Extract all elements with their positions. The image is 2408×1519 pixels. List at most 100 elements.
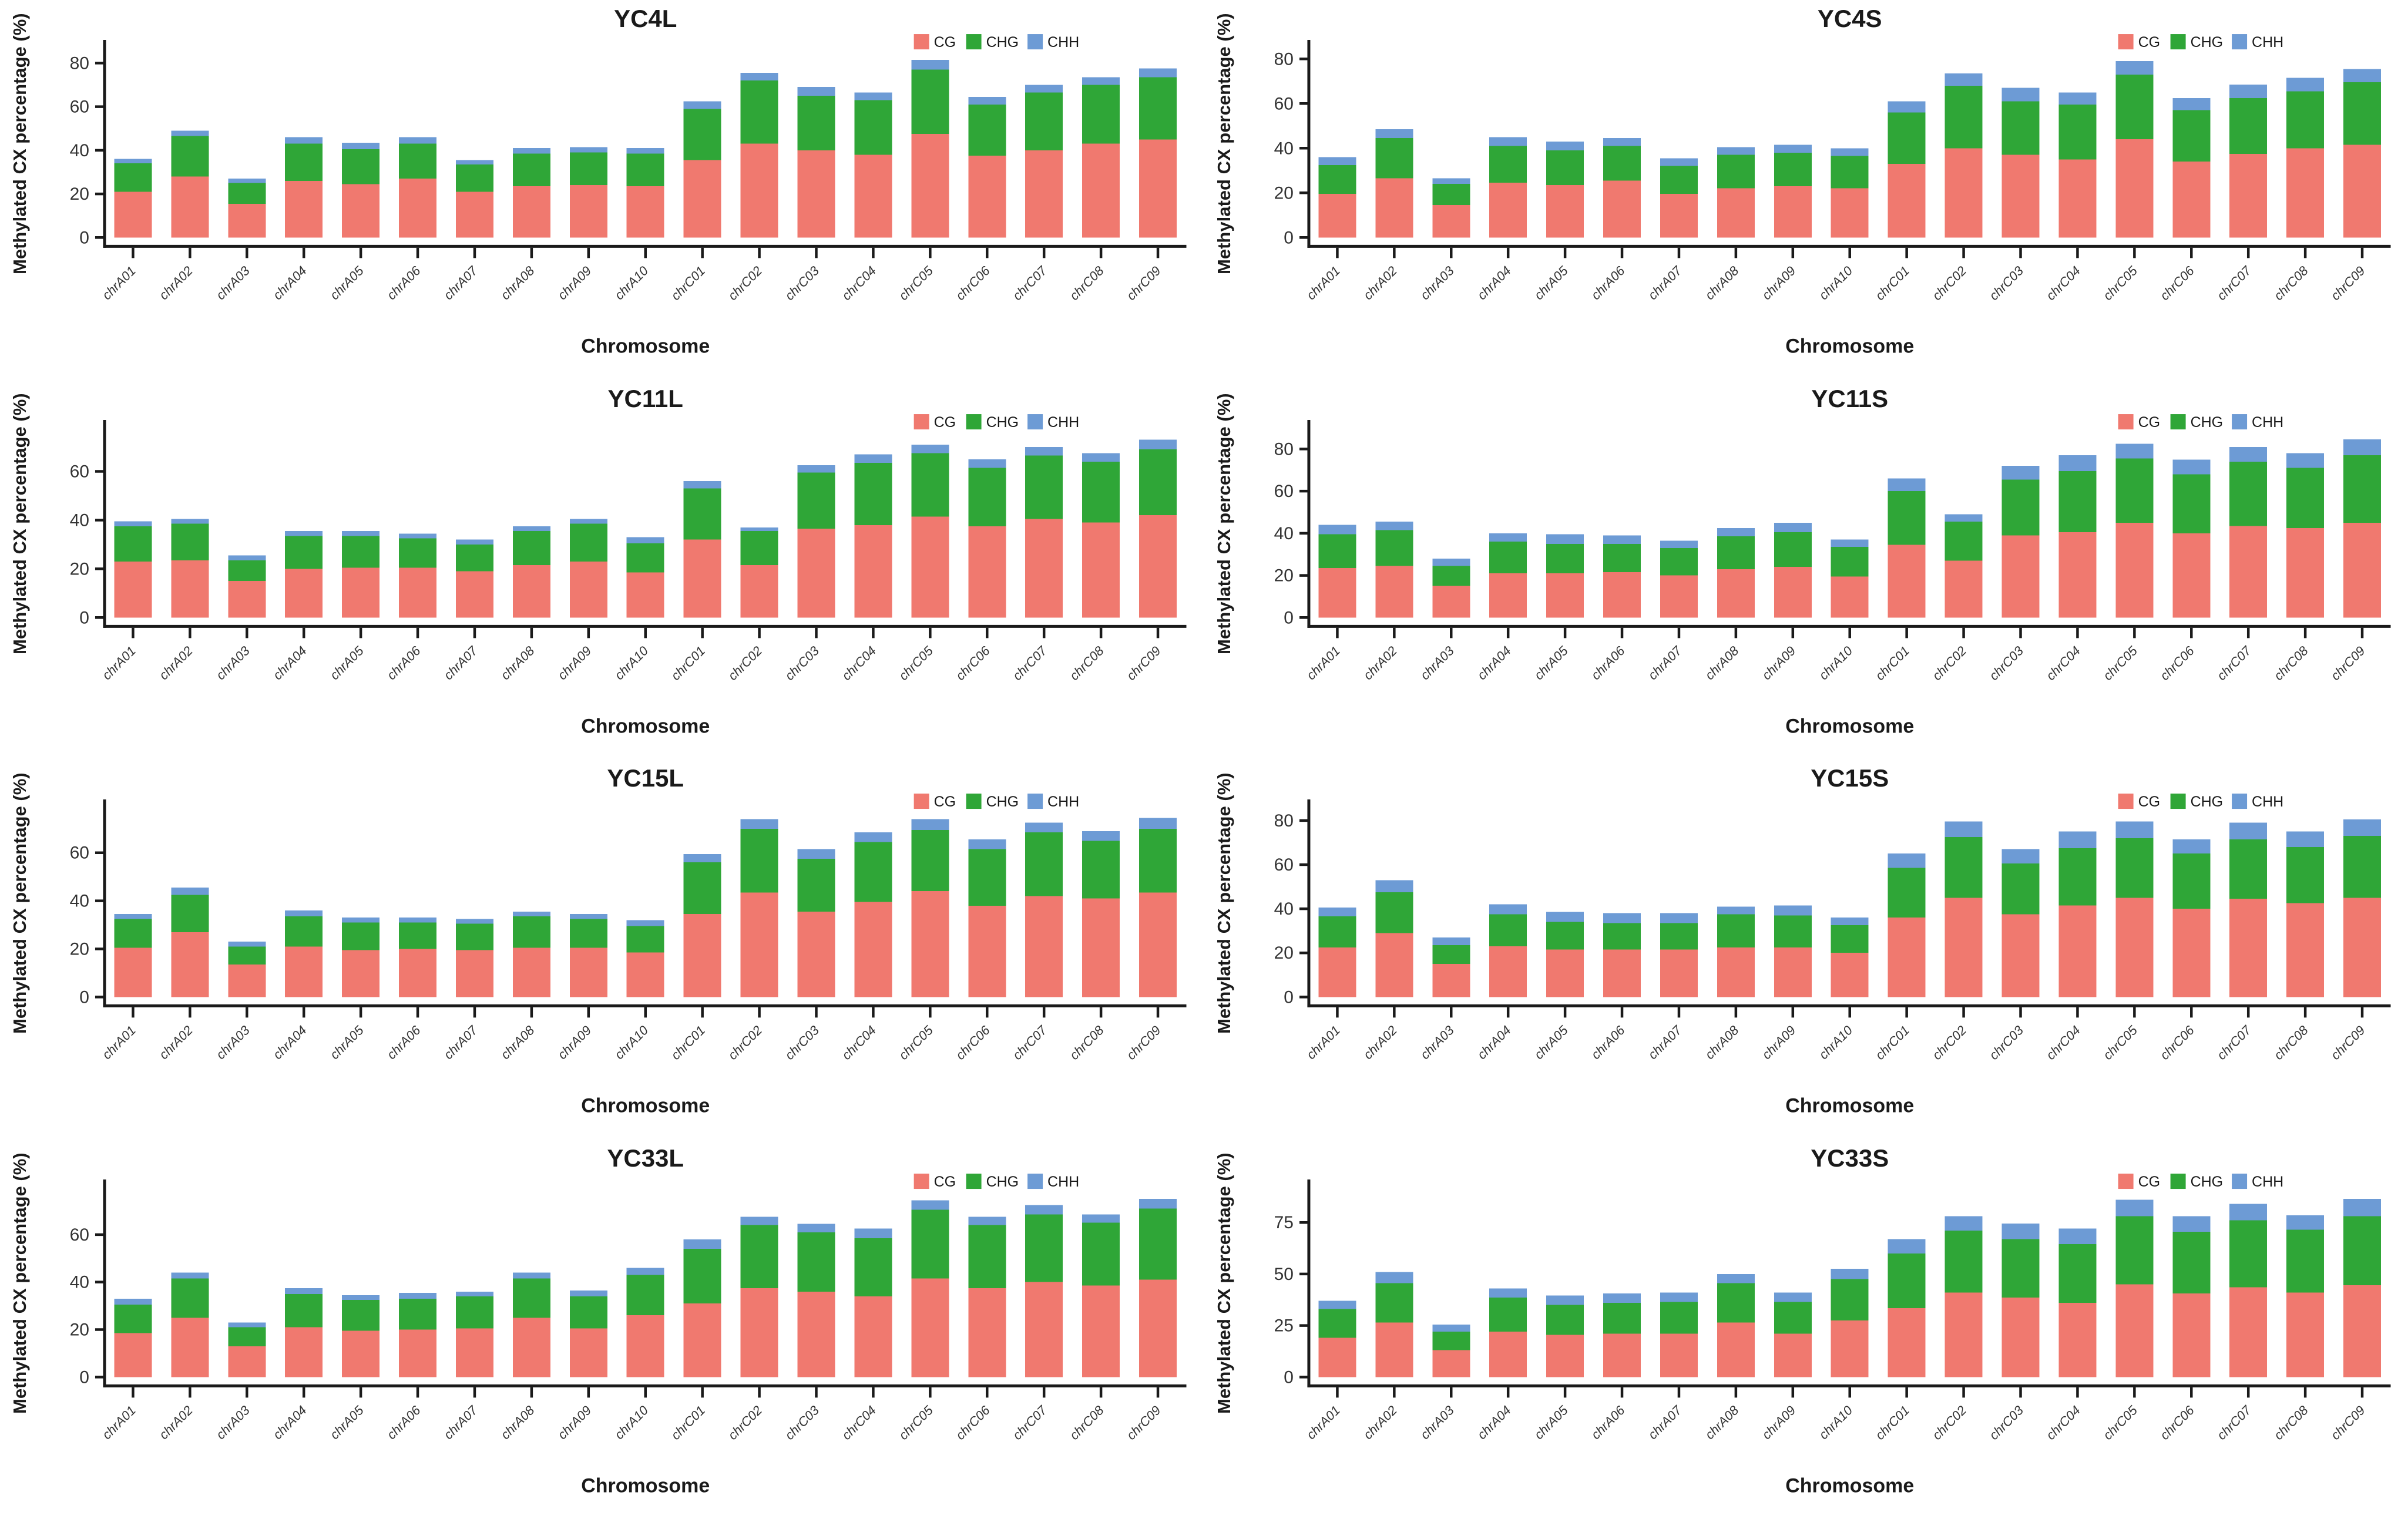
x-tick-label: chrC09 bbox=[1124, 1023, 1164, 1063]
bar-segment-chg bbox=[399, 143, 437, 179]
chart-title: YC33S bbox=[1811, 1144, 1889, 1172]
bar-segment-chg bbox=[1831, 546, 1869, 576]
bar-segment-chh bbox=[626, 536, 664, 543]
bar-segment-cg bbox=[228, 1346, 266, 1377]
y-tick-label: 60 bbox=[70, 462, 89, 481]
stacked-bar-chart: YC4L CG CHG CHH 0 20 40 60 80 chrA01 chrA02 chrA03 c… bbox=[9, 5, 1187, 357]
bar-segment-chg bbox=[1025, 92, 1063, 150]
x-tick-label: chrA01 bbox=[99, 1403, 139, 1442]
legend-swatch-chh bbox=[1027, 34, 1043, 50]
x-tick-label: chrA09 bbox=[1759, 1403, 1798, 1442]
x-tick-label: chrA02 bbox=[156, 1403, 196, 1442]
bar-segment-chh bbox=[285, 910, 323, 917]
bar-segment-chg bbox=[285, 535, 323, 569]
x-tick-label: chrA05 bbox=[327, 1402, 367, 1442]
bar-segment-cg bbox=[2001, 154, 2039, 238]
x-tick-label: chrA05 bbox=[1531, 1023, 1570, 1063]
x-tick-label: chrA08 bbox=[1702, 263, 1741, 303]
bar-segment-chh bbox=[569, 147, 607, 153]
bar-segment-cg bbox=[512, 947, 550, 997]
bar-segment-chg bbox=[1603, 543, 1641, 572]
bar-segment-chg bbox=[2058, 471, 2096, 532]
bar-segment-cg bbox=[968, 526, 1006, 617]
bar-segment-chg bbox=[2058, 1244, 2096, 1303]
bar-segment-chg bbox=[1944, 85, 1983, 149]
bar-segment-chg bbox=[1318, 1309, 1356, 1338]
bar-segment-chh bbox=[2001, 849, 2039, 864]
x-tick-label: chrA07 bbox=[1645, 263, 1684, 303]
y-tick-label: 0 bbox=[1284, 608, 1294, 627]
legend-swatch-chh bbox=[1027, 1173, 1043, 1189]
x-tick-label: chrA10 bbox=[612, 643, 651, 683]
y-tick-label: 80 bbox=[1274, 49, 1293, 69]
bar-segment-cg bbox=[512, 1317, 550, 1377]
bar-segment-chg bbox=[911, 452, 949, 516]
legend-swatch-chh bbox=[2231, 794, 2247, 809]
bar-segment-cg bbox=[740, 143, 778, 238]
y-tick-label: 0 bbox=[1284, 987, 1294, 1007]
bar-segment-cg bbox=[1603, 949, 1641, 997]
bar-segment-chh bbox=[1139, 1198, 1177, 1208]
bar-segment-chh bbox=[1489, 533, 1527, 542]
bar-segment-chg bbox=[114, 919, 152, 948]
bar-segment-chg bbox=[569, 1296, 607, 1328]
bar-segment-chh bbox=[569, 518, 607, 524]
bar-segment-cg bbox=[399, 179, 437, 238]
bar-segment-chg bbox=[1082, 1222, 1120, 1286]
bar-segment-chh bbox=[1944, 73, 1983, 86]
bar-segment-chh bbox=[2058, 831, 2096, 848]
bar-segment-cg bbox=[1432, 586, 1470, 617]
x-tick-label: chrC03 bbox=[1986, 1402, 2026, 1442]
bar-segment-chg bbox=[512, 530, 550, 565]
legend-label-chg: CHG bbox=[2190, 1174, 2223, 1190]
x-tick-label: chrA03 bbox=[213, 1402, 253, 1442]
x-tick-label: chrC01 bbox=[668, 643, 708, 683]
x-tick-label: chrA03 bbox=[213, 263, 253, 303]
bar-segment-chh bbox=[797, 849, 835, 859]
x-tick-label: chrC02 bbox=[725, 643, 765, 683]
bar-segment-chh bbox=[1025, 446, 1063, 456]
bar-segment-chh bbox=[171, 518, 209, 524]
bar-segment-chh bbox=[2229, 84, 2267, 98]
x-tick-label: chrC06 bbox=[953, 263, 993, 303]
x-tick-label: chrA06 bbox=[1588, 643, 1627, 683]
legend-swatch-chg bbox=[2170, 34, 2186, 50]
x-tick-label: chrC09 bbox=[2328, 263, 2367, 303]
bar-segment-chg bbox=[2172, 473, 2210, 533]
legend-label-cg: CG bbox=[934, 34, 956, 51]
bar-segment-cg bbox=[1660, 575, 1698, 617]
bar-segment-chg bbox=[1888, 868, 1926, 918]
bar-segment-chh bbox=[2058, 92, 2096, 105]
x-tick-label: chrA03 bbox=[1417, 1402, 1456, 1442]
x-tick-label: chrA10 bbox=[1816, 643, 1855, 683]
bar-segment-chh bbox=[1717, 1273, 1755, 1283]
bar-segment-chh bbox=[1774, 905, 1812, 916]
bar-segment-chg bbox=[1831, 156, 1869, 189]
bar-segment-chg bbox=[1888, 490, 1926, 545]
legend-label-cg: CG bbox=[2138, 1174, 2160, 1190]
x-tick-label: chrC05 bbox=[2100, 1402, 2140, 1442]
bar-segment-cg bbox=[342, 567, 380, 617]
x-tick-label: chrA10 bbox=[1816, 1023, 1855, 1063]
bar-segment-chg bbox=[1318, 164, 1356, 194]
legend-swatch-chg bbox=[2170, 794, 2186, 809]
bar-segment-chg bbox=[342, 149, 380, 184]
bar-segment-chh bbox=[2172, 1216, 2210, 1232]
bar-segment-chh bbox=[797, 1224, 835, 1232]
bar-segment-chg bbox=[512, 1278, 550, 1318]
bar-segment-chh bbox=[683, 480, 721, 489]
bar-segment-chh bbox=[2172, 459, 2210, 474]
legend-swatch-cg bbox=[2118, 1173, 2134, 1189]
bar-segment-cg bbox=[2115, 1283, 2153, 1377]
bar-segment-chh bbox=[1489, 137, 1527, 146]
bar-segment-cg bbox=[1432, 1350, 1470, 1377]
x-tick-label: chrC07 bbox=[2214, 263, 2253, 303]
bar-segment-chh bbox=[797, 87, 835, 96]
y-tick-label: 0 bbox=[79, 228, 89, 247]
x-tick-label: chrC05 bbox=[896, 1402, 936, 1442]
x-tick-label: chrA02 bbox=[156, 1023, 196, 1062]
bar-segment-chg bbox=[2115, 838, 2153, 898]
bar-segment-chg bbox=[2229, 98, 2267, 154]
x-tick-label: chrA01 bbox=[99, 263, 139, 303]
bar-segment-chh bbox=[2001, 88, 2039, 102]
